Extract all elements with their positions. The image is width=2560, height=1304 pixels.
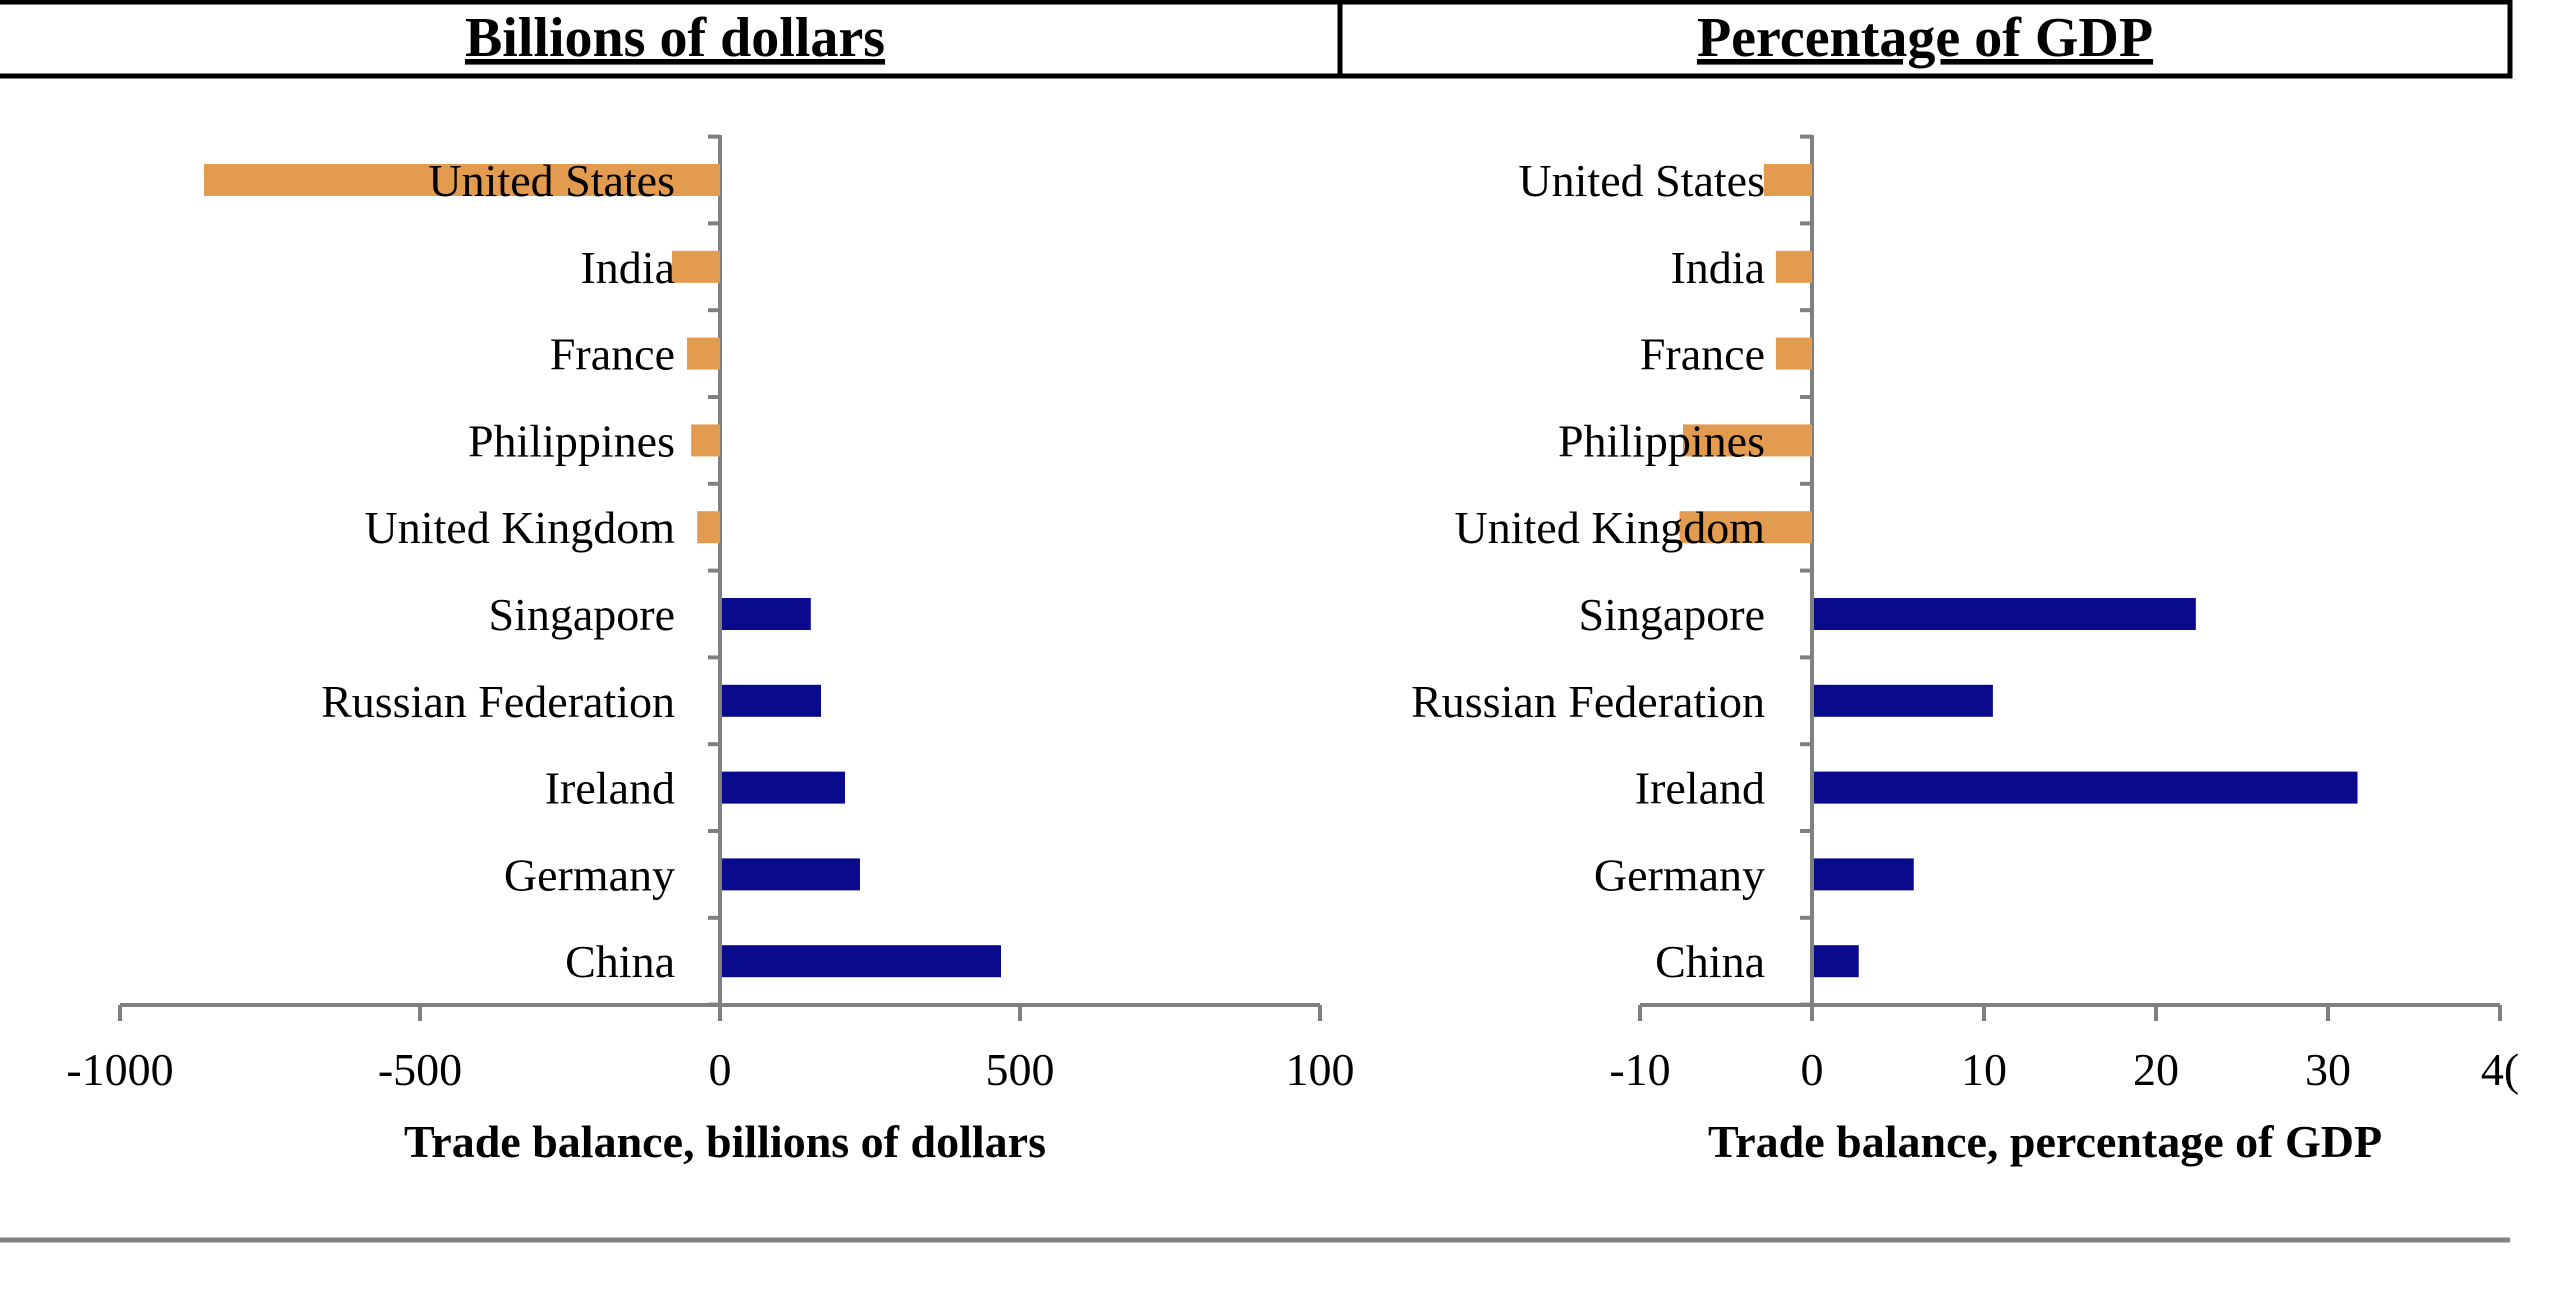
bar-singapore xyxy=(1814,598,2196,630)
category-label: India xyxy=(1670,242,1765,293)
category-label: United States xyxy=(428,155,675,206)
bar-russian-federation xyxy=(1814,684,1993,717)
category-label: Ireland xyxy=(1635,763,1765,814)
category-label: China xyxy=(565,936,675,987)
bar-united-states xyxy=(1763,164,1812,196)
category-label: Philippines xyxy=(468,415,675,466)
category-label: France xyxy=(1640,329,1765,380)
category-label: France xyxy=(550,329,675,380)
bar-china xyxy=(1814,945,1859,978)
category-label: Singapore xyxy=(1578,589,1765,640)
category-label: Germany xyxy=(504,849,675,900)
left-chart-title: Billions of dollars xyxy=(465,7,885,69)
category-label: Germany xyxy=(1594,849,1765,900)
bar-germany xyxy=(722,858,860,891)
bar-ireland xyxy=(722,771,845,804)
x-tick-label: 20 xyxy=(2133,1044,2179,1095)
left-chart: United States India France Philippines Unite… xyxy=(66,134,1355,1167)
x-axis-label: Trade balance, billions of dollars xyxy=(404,1116,1046,1167)
category-label: Russian Federation xyxy=(321,676,675,727)
x-tick-label: -10 xyxy=(1609,1044,1670,1095)
bar-ireland xyxy=(1814,771,2358,804)
x-tick-label: 100 xyxy=(1286,1044,1355,1095)
x-tick-label: 0 xyxy=(709,1044,732,1095)
category-label: United States xyxy=(1518,155,1765,206)
x-tick-label: 30 xyxy=(2305,1044,2351,1095)
bar-united-kingdom xyxy=(1679,511,1812,544)
bar-france xyxy=(687,337,720,370)
x-tick-label: -1000 xyxy=(66,1044,173,1095)
x-tick-label: 10 xyxy=(1961,1044,2007,1095)
bar-russian-federation xyxy=(722,684,821,717)
x-axis-label: Trade balance, percentage of GDP xyxy=(1708,1116,2382,1167)
bar-china xyxy=(722,945,1001,978)
category-label: Singapore xyxy=(488,589,675,640)
bar-united-states xyxy=(204,164,720,196)
right-chart-title: Percentage of GDP xyxy=(1697,7,2153,69)
bar-france xyxy=(1775,337,1812,370)
category-label: India xyxy=(580,242,675,293)
bar-philippines xyxy=(691,424,720,457)
x-tick-label: -500 xyxy=(378,1044,462,1095)
bar-philippines xyxy=(1683,424,1812,457)
category-label: United Kingdom xyxy=(365,502,676,553)
x-tick-label: 4( xyxy=(2481,1044,2519,1095)
header-right-box xyxy=(1337,0,2513,79)
bar-india xyxy=(1775,250,1812,283)
bar-united-kingdom xyxy=(697,511,720,544)
category-label: Russian Federation xyxy=(1411,676,1765,727)
category-label: Philippines xyxy=(1558,415,1765,466)
bar-singapore xyxy=(722,598,811,630)
category-label: United Kingdom xyxy=(1455,502,1766,553)
category-label: Ireland xyxy=(545,763,675,814)
right-chart: United States India France Philippines Unite… xyxy=(1411,134,2519,1167)
bar-india xyxy=(672,250,720,283)
category-label: China xyxy=(1655,936,1765,987)
x-tick-label: 500 xyxy=(986,1044,1055,1095)
header-bar: Billions of dollars Percentage of GDP xyxy=(0,0,2513,79)
x-tick-label: 0 xyxy=(1801,1044,1824,1095)
bar-germany xyxy=(1814,858,1914,891)
